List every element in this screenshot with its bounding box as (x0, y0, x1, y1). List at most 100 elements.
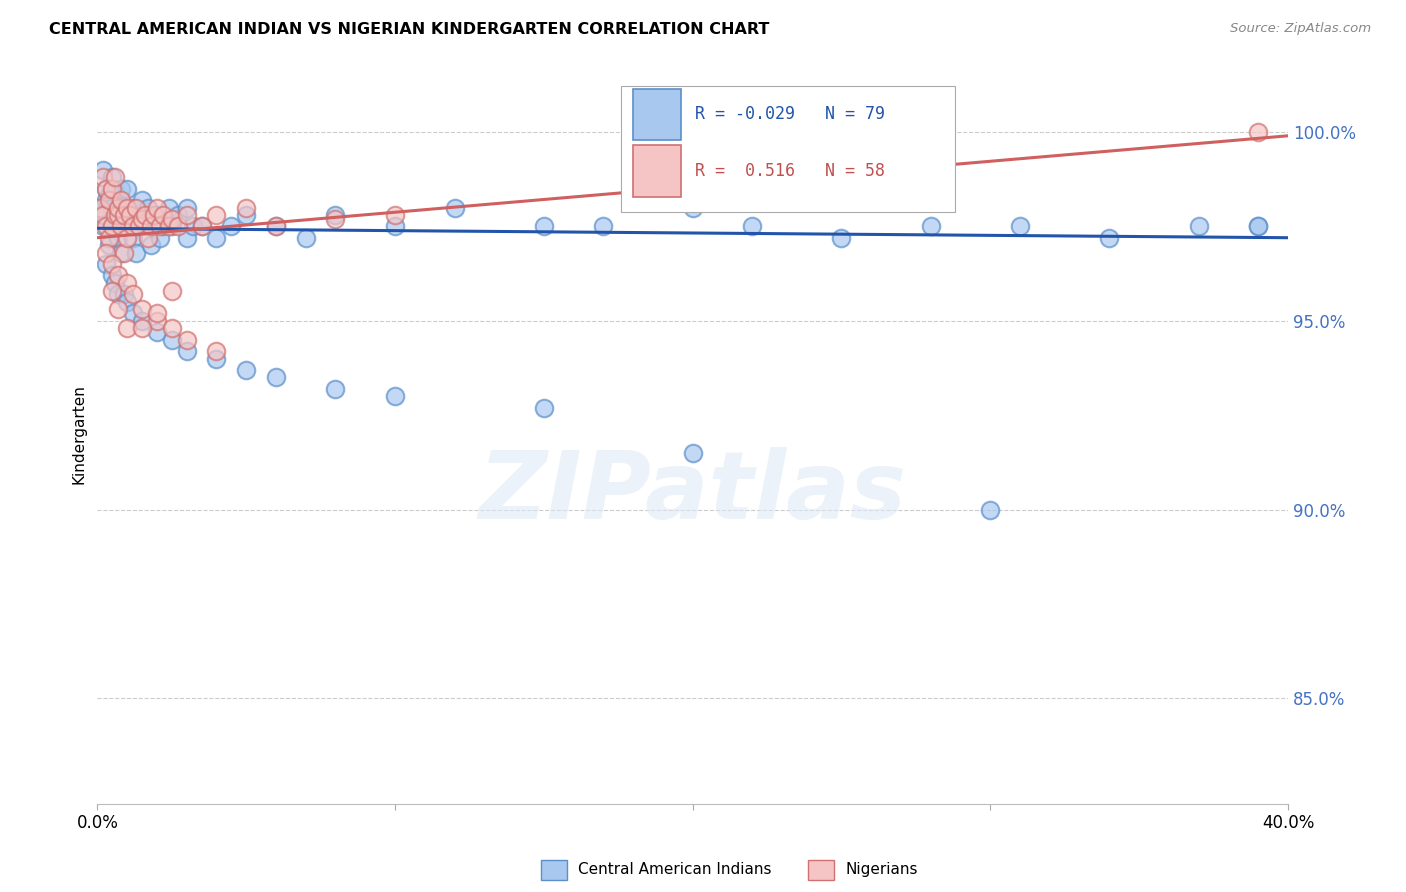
Point (1247, 219, 1270, 234)
Point (122, 287, 145, 301)
Point (325, 208, 347, 222)
Point (115, 201, 138, 215)
Point (101, 201, 124, 215)
Point (682, 446, 704, 460)
Point (157, 219, 180, 234)
Point (110, 181, 132, 195)
Point (160, 211, 183, 226)
Text: ZIPatlas: ZIPatlas (478, 447, 907, 540)
Point (101, 181, 124, 195)
Point (142, 219, 165, 234)
Point (149, 219, 172, 234)
Point (592, 219, 614, 234)
Point (98, 189, 121, 203)
Point (1247, 219, 1270, 234)
Point (131, 314, 153, 328)
Point (96, 181, 118, 195)
Point (264, 219, 287, 234)
Point (920, 219, 942, 234)
Y-axis label: Kindergarten: Kindergarten (72, 384, 86, 484)
Point (96, 193, 118, 207)
Point (979, 502, 1001, 516)
Point (125, 219, 148, 234)
Point (384, 219, 406, 234)
Point (176, 230, 198, 244)
Point (122, 230, 145, 244)
Point (166, 208, 188, 222)
Point (104, 276, 127, 290)
Point (134, 208, 156, 222)
Point (384, 389, 406, 403)
Point (131, 321, 153, 335)
Point (125, 201, 148, 215)
Point (136, 201, 159, 215)
Point (205, 208, 228, 222)
Point (96, 208, 118, 222)
Point (1247, 125, 1270, 139)
Point (120, 208, 142, 222)
Point (741, 219, 763, 234)
Point (115, 294, 138, 309)
Point (152, 208, 174, 222)
Text: R =  0.516   N = 58: R = 0.516 N = 58 (695, 162, 884, 180)
Point (89, 201, 111, 215)
Point (128, 211, 150, 226)
FancyBboxPatch shape (621, 87, 955, 212)
Point (160, 284, 183, 298)
Point (146, 325, 169, 339)
Point (101, 219, 124, 234)
Point (89, 201, 111, 215)
Point (294, 230, 316, 244)
Point (1098, 230, 1121, 244)
Text: Nigerians: Nigerians (845, 863, 918, 877)
Text: CENTRAL AMERICAN INDIAN VS NIGERIAN KINDERGARTEN CORRELATION CHART: CENTRAL AMERICAN INDIAN VS NIGERIAN KIND… (49, 22, 769, 37)
Point (107, 208, 129, 222)
Point (443, 201, 465, 215)
Point (96, 219, 118, 234)
FancyBboxPatch shape (633, 145, 681, 197)
Point (384, 208, 406, 222)
Point (131, 302, 153, 317)
Point (98, 193, 121, 207)
Point (235, 363, 257, 377)
Point (325, 211, 347, 226)
Point (146, 314, 169, 328)
Point (110, 193, 132, 207)
Point (115, 276, 138, 290)
Point (176, 208, 198, 222)
Point (91, 170, 114, 185)
Point (264, 219, 287, 234)
Point (146, 201, 169, 215)
Point (235, 201, 257, 215)
Point (1188, 219, 1211, 234)
Point (101, 219, 124, 234)
Point (146, 208, 169, 222)
Point (91, 219, 114, 234)
Point (142, 208, 165, 222)
Point (107, 268, 129, 283)
FancyBboxPatch shape (633, 88, 681, 140)
Point (110, 245, 132, 260)
Point (146, 306, 169, 320)
Point (112, 287, 135, 301)
Point (107, 201, 129, 215)
Point (125, 245, 148, 260)
Point (101, 170, 124, 185)
Point (120, 208, 142, 222)
Point (264, 370, 287, 384)
Point (96, 257, 118, 271)
Point (115, 321, 138, 335)
Point (190, 219, 212, 234)
Point (176, 201, 198, 215)
Point (96, 181, 118, 195)
Text: Central American Indians: Central American Indians (578, 863, 772, 877)
Point (104, 170, 127, 185)
Point (139, 238, 162, 252)
Point (104, 186, 127, 200)
Point (98, 230, 121, 244)
Point (115, 230, 138, 244)
Point (104, 208, 127, 222)
Point (115, 181, 138, 195)
Point (190, 219, 212, 234)
Point (107, 302, 129, 317)
